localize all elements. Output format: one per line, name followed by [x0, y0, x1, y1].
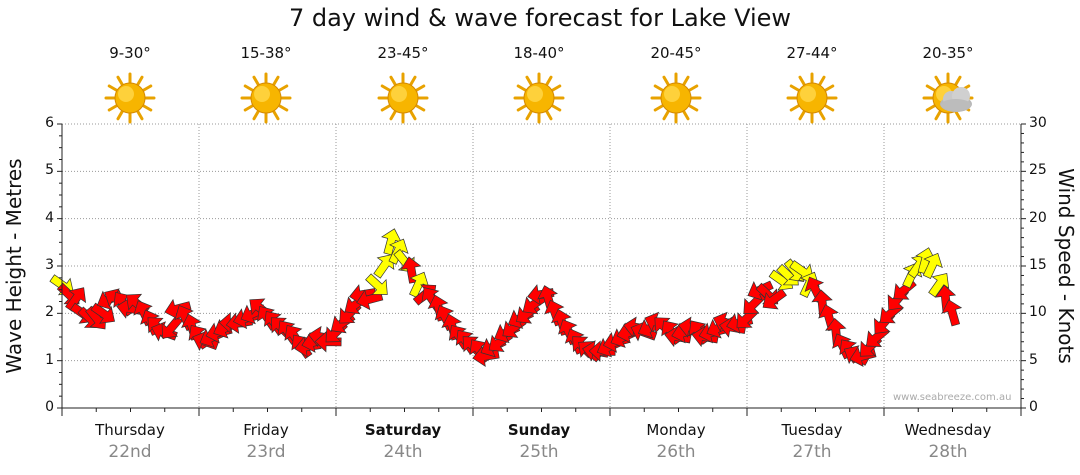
wind-arrows [49, 228, 963, 368]
day-date-tuesday: 27th [792, 442, 832, 462]
day-name-wednesday: Wednesday [904, 421, 992, 439]
left-tick-label: 0 [45, 399, 54, 415]
wind-arrow [922, 252, 943, 280]
day-name-tuesday: Tuesday [781, 421, 843, 439]
chart-grid [62, 123, 1021, 408]
day-name-monday: Monday [646, 421, 706, 439]
day-name-sunday: Sunday [507, 421, 571, 439]
right-tick-label: 30 [1029, 115, 1047, 131]
day-date-sunday: 25th [519, 442, 559, 462]
right-tick-label: 10 [1029, 304, 1047, 321]
left-tick-label: 6 [45, 115, 54, 131]
right-tick-label: 5 [1029, 351, 1038, 368]
chart-axes [57, 123, 1026, 416]
sun-icon [240, 72, 292, 124]
sun-icon [650, 72, 702, 124]
day-date-wednesday: 28th [928, 442, 968, 462]
wind-arrow [762, 288, 787, 310]
credit-text: www.seabreeze.com.au [893, 392, 1012, 403]
temp-friday: 15-38° [240, 44, 292, 62]
temp-sunday: 18-40° [513, 44, 565, 62]
wind-arrow [90, 302, 115, 324]
day-date-monday: 26th [656, 442, 696, 462]
wind-arrow [365, 273, 388, 295]
right-axis-label: Wind Speed - Knots [1054, 168, 1078, 364]
day-name-saturday: Saturday [364, 421, 442, 439]
left-tick-label: 3 [45, 257, 54, 273]
left-tick-label: 5 [45, 162, 54, 179]
temp-tuesday: 27-44° [786, 44, 838, 62]
left-tick-label: 1 [45, 351, 54, 368]
right-tick-label: 25 [1029, 162, 1047, 179]
temp-thursday: 9-30° [109, 44, 151, 62]
sun-icon [513, 72, 565, 124]
day-date-friday: 23rd [246, 442, 286, 462]
day-date-saturday: 24th [383, 442, 423, 462]
wind-arrow [941, 299, 963, 327]
day-date-thursday: 22nd [108, 442, 152, 462]
temp-wednesday: 20-35° [922, 44, 974, 62]
wind-arrow [381, 228, 402, 256]
right-tick-label: 0 [1029, 399, 1038, 415]
day-name-thursday: Thursday [95, 421, 165, 439]
temp-monday: 20-45° [650, 44, 702, 62]
day-name-friday: Friday [243, 421, 289, 439]
left-tick-label: 4 [45, 209, 54, 226]
sun-icon [786, 72, 838, 124]
sun-icon [377, 72, 429, 124]
temp-saturday: 23-45° [377, 44, 429, 62]
wind-arrow [161, 315, 183, 339]
right-tick-label: 20 [1029, 209, 1047, 226]
left-tick-label: 2 [45, 304, 54, 321]
partly-cloudy-icon [922, 72, 974, 124]
sun-icon [104, 72, 156, 124]
right-tick-label: 15 [1029, 257, 1047, 273]
chart-title: 7 day wind & wave forecast for Lake View [288, 4, 792, 32]
left-axis-label: Wave Height - Metres [2, 158, 26, 374]
